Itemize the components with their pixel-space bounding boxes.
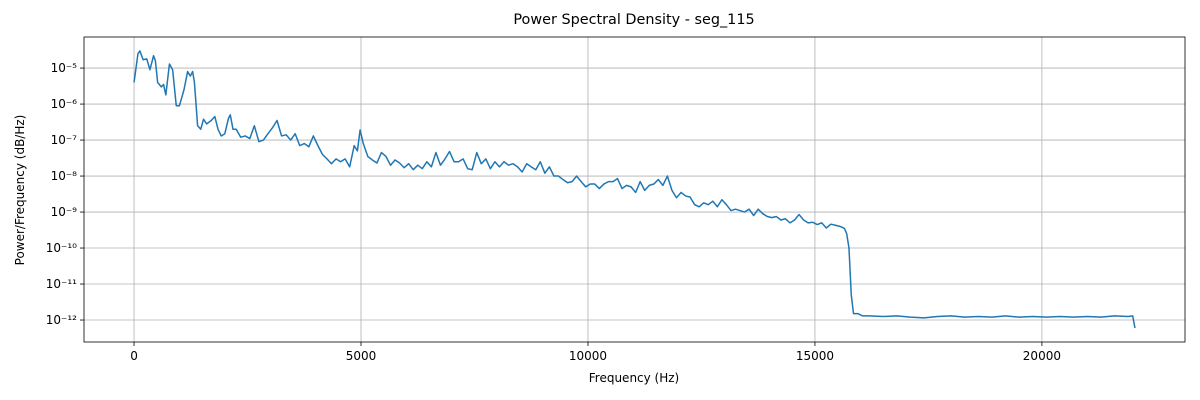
x-tick-label: 15000 <box>796 349 834 363</box>
y-tick-label: 10⁻⁹ <box>51 205 78 219</box>
plot-frame <box>83 36 1186 343</box>
y-tick-label: 10⁻¹⁰ <box>46 241 77 255</box>
x-tick-label: 5000 <box>346 349 377 363</box>
y-tick-label: 10⁻⁶ <box>51 97 78 111</box>
x-axis-label: Frequency (Hz) <box>589 371 680 385</box>
y-tick-label: 10⁻¹² <box>46 313 77 327</box>
y-tick-label: 10⁻¹¹ <box>46 277 77 291</box>
x-tick-label: 20000 <box>1023 349 1061 363</box>
y-tick-label: 10⁻⁷ <box>51 133 78 147</box>
x-tick-label: 0 <box>130 349 138 363</box>
y-tick-label: 10⁻⁵ <box>51 61 78 75</box>
y-tick-label: 10⁻⁸ <box>51 169 78 183</box>
psd-line <box>133 50 1136 329</box>
chart-title: Power Spectral Density - seg_115 <box>513 12 754 28</box>
x-tick-label: 10000 <box>569 349 607 363</box>
y-axis-label: Power/Frequency (dB/Hz) <box>13 115 27 266</box>
